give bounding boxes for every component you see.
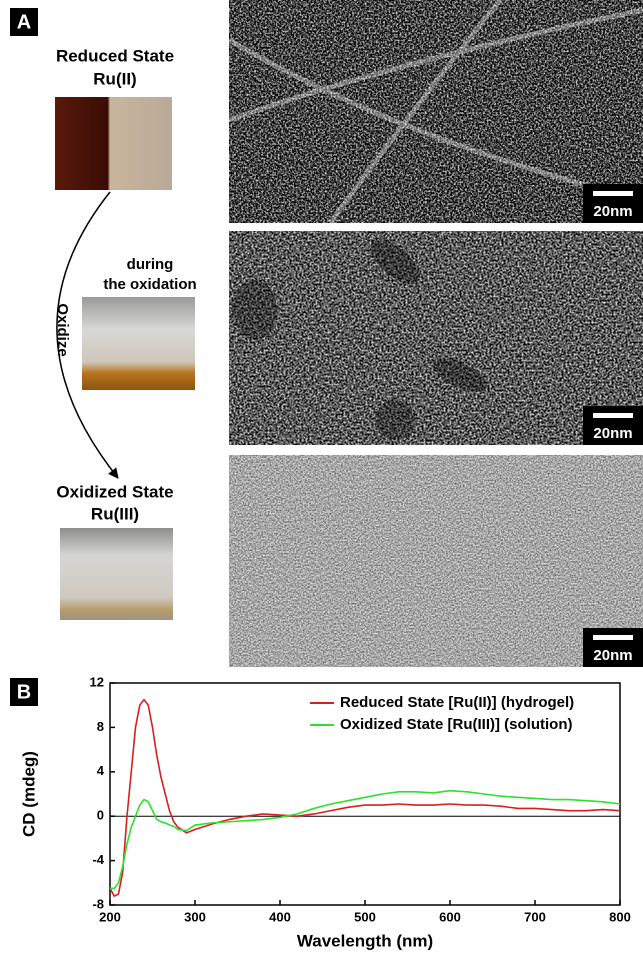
tem-image [229,231,643,445]
scale-bar-label: 20nm [593,425,632,442]
x-tick-label: 200 [99,909,121,924]
scale-bar-label: 20nm [593,203,632,220]
during-label: during [127,256,174,273]
state-subtitle: Ru(III) [91,504,139,523]
state-title: Reduced State [56,46,174,65]
during-label: the oxidation [103,276,196,293]
y-tick-label: 12 [90,674,104,689]
tem-image [229,455,643,667]
state-subtitle: Ru(II) [93,69,136,88]
vial-photo [82,297,195,390]
panel-label: A [17,11,31,33]
y-tick-label: -4 [92,852,104,867]
legend-label: Reduced State [Ru(II)] (hydrogel) [340,694,574,711]
scale-bar: 20nm [583,184,643,223]
arrow-label: Oxidize [54,303,71,356]
vial-photo [55,97,172,190]
x-tick-label: 600 [439,909,461,924]
x-tick-label: 700 [524,909,546,924]
state-title: Oxidized State [56,482,173,501]
scale-bar: 20nm [583,628,643,667]
x-tick-label: 800 [609,909,631,924]
tem-image [229,0,643,223]
x-tick-label: 400 [269,909,291,924]
scale-bar: 20nm [583,406,643,445]
x-tick-label: 500 [354,909,376,924]
vial-photo [60,528,173,620]
y-tick-label: 4 [97,763,105,778]
figure: A Reduced State Ru(II) during the oxidat… [0,0,643,954]
panel-label: B [17,681,31,703]
scale-bar-label: 20nm [593,647,632,664]
x-axis-label: Wavelength (nm) [297,931,433,950]
y-axis-label: CD (mdeg) [19,751,38,837]
y-tick-label: 0 [97,808,104,823]
legend-label: Oxidized State [Ru(III)] (solution) [340,716,573,733]
y-tick-label: 8 [97,719,104,734]
y-tick-label: -8 [92,896,104,911]
x-tick-label: 300 [184,909,206,924]
